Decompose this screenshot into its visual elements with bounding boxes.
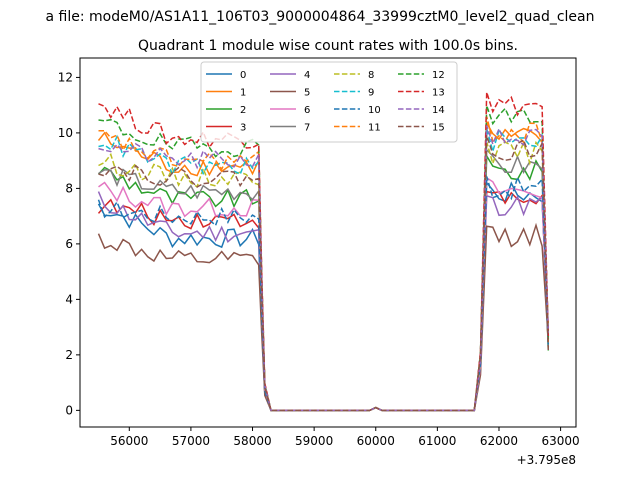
y-tick-label: 0	[65, 403, 73, 417]
x-tick-label: 58000	[233, 434, 271, 448]
legend-label-4: 4	[304, 70, 310, 81]
legend-label-8: 8	[368, 70, 374, 81]
x-tick-label: 59000	[295, 434, 333, 448]
legend-label-0: 0	[240, 70, 246, 81]
legend-label-2: 2	[240, 105, 246, 116]
series-line-4	[97, 191, 550, 412]
y-tick-label: 6	[65, 237, 73, 251]
x-tick-label: 63000	[542, 434, 580, 448]
legend-box	[200, 61, 458, 143]
legend-label-6: 6	[304, 105, 310, 116]
legend-label-5: 5	[304, 88, 310, 99]
x-tick-label: 60000	[357, 434, 395, 448]
y-tick-label: 12	[58, 70, 73, 84]
x-tick-label: 62000	[480, 434, 518, 448]
y-axis: 0 2 4 6 8 10 12	[58, 70, 80, 417]
x-axis: 56000 57000 58000 59000 60000 61000 62000 63000	[110, 427, 580, 448]
legend-label-3: 3	[240, 123, 246, 134]
legend-label-15: 15	[432, 123, 445, 134]
x-offset-label: +3.795e8	[517, 453, 576, 467]
legend-label-14: 14	[432, 105, 445, 116]
legend-label-12: 12	[432, 70, 445, 81]
y-tick-label: 10	[58, 126, 73, 140]
legend-label-13: 13	[432, 88, 445, 99]
legend-label-1: 1	[240, 88, 246, 99]
series-layer	[97, 91, 550, 412]
legend-label-7: 7	[304, 123, 310, 134]
x-tick-label: 57000	[172, 434, 210, 448]
x-tick-label: 56000	[110, 434, 148, 448]
x-tick-label: 61000	[418, 434, 456, 448]
chart-title: Quadrant 1 module wise count rates with …	[138, 38, 518, 54]
y-tick-label: 8	[65, 181, 73, 195]
legend-label-10: 10	[368, 105, 381, 116]
legend-label-11: 11	[368, 123, 381, 134]
figure-suptitle: a file: modeM0/AS1A11_106T03_9000004864_…	[46, 9, 595, 25]
y-tick-label: 2	[65, 348, 73, 362]
legend-label-9: 9	[368, 88, 374, 99]
series-line-3	[97, 190, 550, 412]
plot-frame	[79, 57, 577, 428]
series-line-15	[98, 135, 550, 412]
y-tick-label: 4	[65, 292, 73, 306]
